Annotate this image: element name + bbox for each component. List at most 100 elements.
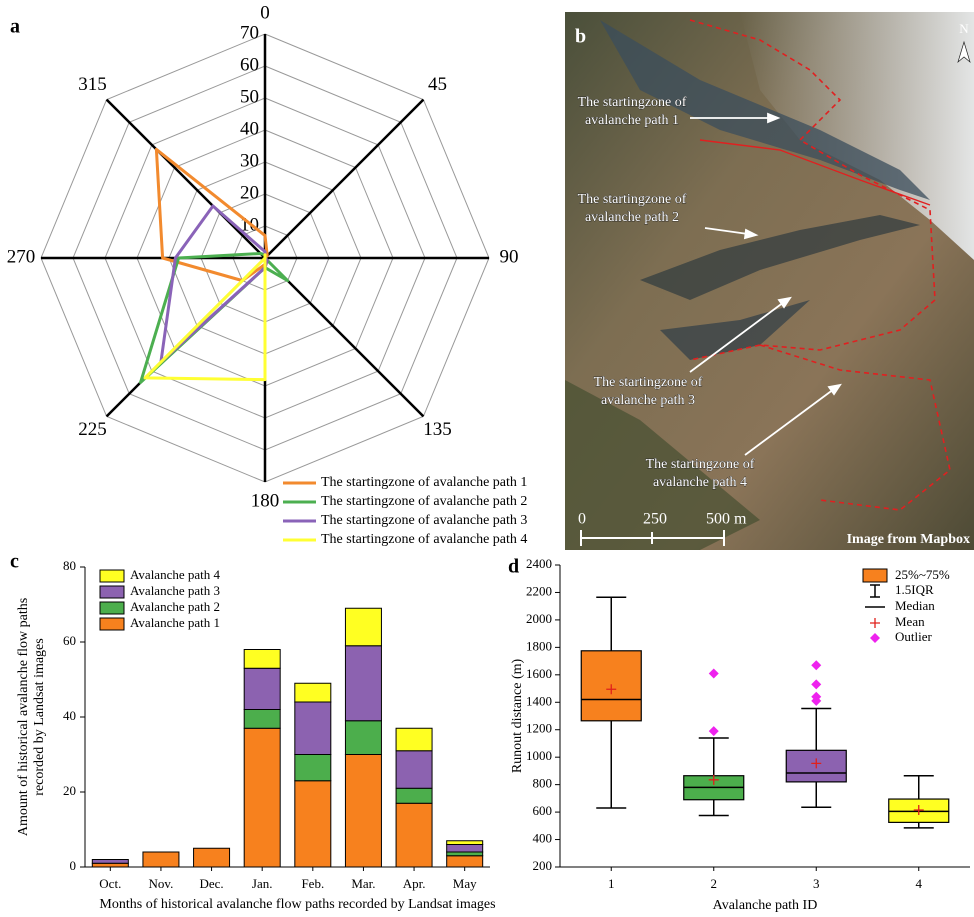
legend-label: The startingzone of avalanche path 4 xyxy=(321,532,527,547)
bar-segment xyxy=(143,852,179,867)
y-axis-title: Amount of historical avalanche flow path… xyxy=(16,598,31,836)
bar-segment xyxy=(244,650,280,669)
y-tick-label: 800 xyxy=(533,776,553,791)
panel-label: d xyxy=(508,556,519,578)
bar-segment xyxy=(447,856,483,867)
bar-segment xyxy=(92,860,128,864)
bar-segment xyxy=(295,755,331,781)
y-tick-label: 1800 xyxy=(526,638,552,653)
r-tick-label: 20 xyxy=(240,182,259,203)
legend-label: 25%~75% xyxy=(895,567,950,582)
y-tick-label: 80 xyxy=(63,558,76,573)
y-axis-title: recorded by Landsat images xyxy=(32,638,47,795)
legend-swatch xyxy=(100,618,124,630)
bar-segment xyxy=(447,852,483,856)
panel-label: c xyxy=(10,551,19,573)
y-tick-label: 2400 xyxy=(526,556,552,571)
x-axis-title: Months of historical avalanche flow path… xyxy=(99,897,495,912)
bar-segment xyxy=(447,841,483,845)
outlier xyxy=(811,679,821,689)
y-tick-label: 40 xyxy=(63,708,76,723)
legend-label: The startingzone of avalanche path 2 xyxy=(321,494,527,509)
legend-label: Avalanche path 1 xyxy=(130,615,220,630)
legend-swatch xyxy=(100,570,124,582)
bar-segment xyxy=(396,803,432,867)
r-tick-label: 40 xyxy=(240,118,259,139)
zone-label: avalanche path 2 xyxy=(585,210,679,225)
y-tick-label: 400 xyxy=(533,831,553,846)
zone-label: The startingzone of xyxy=(578,192,687,207)
y-tick-label: 2200 xyxy=(526,583,552,598)
bar-segment xyxy=(396,751,432,789)
r-tick-label: 70 xyxy=(240,22,259,43)
x-tick-label: 1 xyxy=(608,876,615,891)
x-tick-label: 2 xyxy=(711,876,718,891)
angle-label: 180 xyxy=(251,490,280,511)
bar-segment xyxy=(244,668,280,709)
zone-label: avalanche path 3 xyxy=(601,393,695,408)
legend-label: Avalanche path 3 xyxy=(130,583,220,598)
zone-label: The startingzone of xyxy=(578,95,687,110)
x-tick-label: Mar. xyxy=(351,876,375,891)
bar-segment xyxy=(345,608,381,646)
bar-segment xyxy=(345,646,381,721)
y-tick-label: 1200 xyxy=(526,721,552,736)
credit: Image from Mapbox xyxy=(847,532,970,547)
legend-swatch xyxy=(870,633,880,643)
r-tick-label: 50 xyxy=(240,86,259,107)
angle-label: 315 xyxy=(78,74,107,95)
angle-label: 90 xyxy=(500,246,519,267)
figure: b N The startingzone of avalanche path 1… xyxy=(0,0,974,917)
x-tick-label: May xyxy=(453,876,477,891)
r-tick-label: 30 xyxy=(240,150,259,171)
zone-label: The startingzone of xyxy=(646,457,755,472)
angle-label: 225 xyxy=(78,419,107,440)
y-tick-label: 600 xyxy=(533,803,553,818)
legend-label: Median xyxy=(895,598,935,613)
angle-label: 135 xyxy=(423,419,452,440)
legend-label: Avalanche path 4 xyxy=(130,567,220,582)
zone-label: avalanche path 1 xyxy=(585,113,679,128)
bar-segment xyxy=(295,781,331,867)
bar-segment xyxy=(244,728,280,867)
legend-label: The startingzone of avalanche path 3 xyxy=(321,513,527,528)
angle-label: 0 xyxy=(260,2,270,23)
image-panel: b N The startingzone of avalanche path 1… xyxy=(565,12,974,550)
x-tick-label: Nov. xyxy=(149,876,174,891)
bar-segment xyxy=(194,848,230,867)
legend-label: Mean xyxy=(895,614,925,629)
y-axis-title: Runout distance (m) xyxy=(510,659,525,774)
bar-segment xyxy=(396,728,432,751)
legend-swatch xyxy=(870,585,880,597)
bar-segment xyxy=(447,845,483,853)
y-tick-label: 20 xyxy=(63,783,76,798)
x-tick-label: Jan. xyxy=(252,876,273,891)
y-tick-label: 2000 xyxy=(526,611,552,626)
y-tick-label: 0 xyxy=(70,858,77,873)
legend-swatch xyxy=(870,618,880,628)
spoke xyxy=(265,258,423,416)
x-tick-label: 4 xyxy=(916,876,923,891)
bar-segment xyxy=(295,683,331,702)
y-tick-label: 1600 xyxy=(526,666,552,681)
outlier xyxy=(709,668,719,678)
outlier xyxy=(811,660,821,670)
bar-segment xyxy=(345,755,381,868)
bar-segment xyxy=(295,702,331,755)
scale-label: 0 xyxy=(578,511,586,528)
legend-swatch xyxy=(100,602,124,614)
legend-swatch xyxy=(100,586,124,598)
legend-label: The startingzone of avalanche path 1 xyxy=(321,475,527,490)
angle-label: 270 xyxy=(7,246,36,267)
bar-segment xyxy=(244,710,280,729)
bar-segment xyxy=(396,788,432,803)
legend-label: Avalanche path 2 xyxy=(130,599,220,614)
y-tick-label: 1000 xyxy=(526,748,552,763)
scale-label: 500 m xyxy=(706,511,747,528)
legend-swatch xyxy=(863,569,887,582)
y-tick-label: 1400 xyxy=(526,693,552,708)
spoke xyxy=(265,100,423,258)
zone-label: avalanche path 4 xyxy=(653,475,747,490)
r-tick-label: 60 xyxy=(240,54,259,75)
legend-label: 1.5IQR xyxy=(895,582,934,597)
